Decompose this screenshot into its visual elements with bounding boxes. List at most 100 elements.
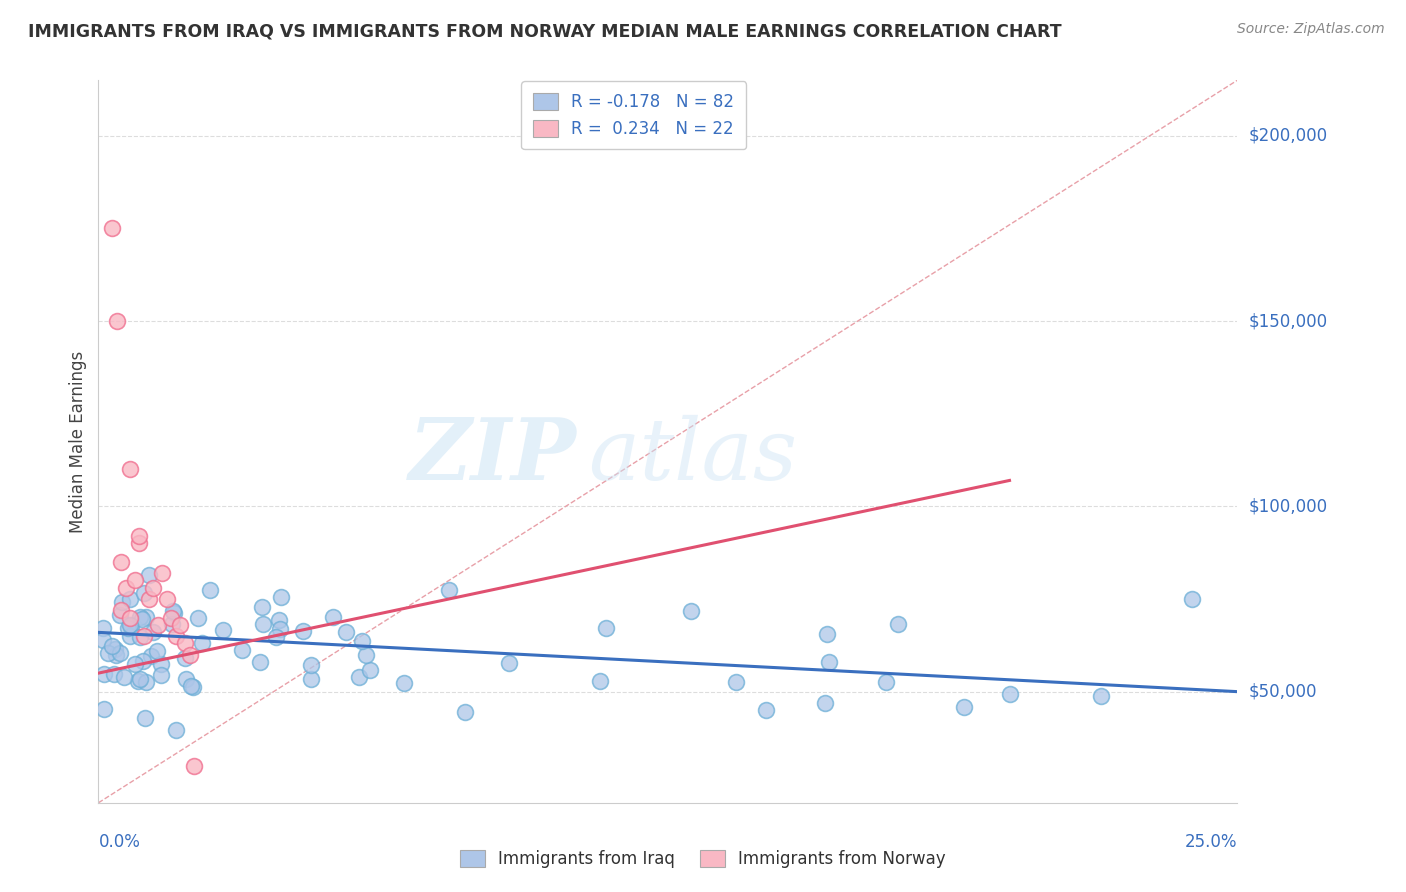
Point: [135, 610, 157, 624]
Point: [679, 604, 702, 618]
Point: [97, 647, 120, 661]
Point: [142, 581, 165, 595]
Point: [187, 611, 209, 625]
Text: $50,000: $50,000: [1249, 682, 1317, 700]
Point: [110, 555, 132, 569]
Point: [117, 621, 139, 635]
Point: [875, 675, 897, 690]
Point: [134, 586, 156, 600]
Legend: Immigrants from Iraq, Immigrants from Norway: Immigrants from Iraq, Immigrants from No…: [453, 843, 953, 875]
Point: [150, 566, 173, 580]
Point: [595, 621, 617, 635]
Point: [162, 604, 184, 618]
Point: [299, 672, 322, 686]
Text: ZIP: ZIP: [409, 414, 576, 498]
Point: [91, 633, 114, 648]
Point: [350, 634, 373, 648]
Point: [120, 628, 142, 642]
Point: [754, 703, 776, 717]
Point: [163, 606, 186, 620]
Point: [392, 676, 415, 690]
Point: [93, 667, 115, 681]
Point: [128, 536, 150, 550]
Point: [145, 643, 167, 657]
Point: [817, 655, 839, 669]
Point: [292, 624, 315, 638]
Point: [128, 610, 150, 624]
Point: [165, 723, 187, 737]
Point: [1090, 689, 1112, 703]
Point: [322, 609, 344, 624]
Point: [101, 639, 124, 653]
Legend: R = -0.178   N = 82, R =  0.234   N = 22: R = -0.178 N = 82, R = 0.234 N = 22: [522, 81, 747, 149]
Text: Source: ZipAtlas.com: Source: ZipAtlas.com: [1237, 22, 1385, 37]
Point: [93, 701, 115, 715]
Point: [118, 618, 141, 632]
Point: [198, 583, 221, 598]
Point: [454, 705, 477, 719]
Point: [160, 616, 183, 631]
Point: [264, 631, 287, 645]
Point: [437, 582, 460, 597]
Point: [180, 679, 202, 693]
Point: [146, 618, 169, 632]
Point: [156, 592, 179, 607]
Point: [886, 617, 908, 632]
Point: [267, 613, 290, 627]
Point: [120, 619, 142, 633]
Point: [134, 711, 156, 725]
Point: [129, 630, 152, 644]
Point: [142, 624, 165, 639]
Point: [998, 687, 1021, 701]
Point: [110, 603, 132, 617]
Point: [120, 610, 142, 624]
Y-axis label: Median Male Earnings: Median Male Earnings: [69, 351, 87, 533]
Text: atlas: atlas: [588, 415, 797, 498]
Point: [354, 648, 377, 662]
Point: [211, 623, 233, 637]
Point: [149, 667, 172, 681]
Point: [91, 621, 114, 635]
Point: [815, 627, 838, 641]
Point: [174, 636, 197, 650]
Point: [150, 657, 173, 671]
Point: [118, 592, 141, 607]
Point: [191, 635, 214, 649]
Point: [128, 529, 150, 543]
Point: [299, 658, 322, 673]
Point: [953, 700, 976, 714]
Text: IMMIGRANTS FROM IRAQ VS IMMIGRANTS FROM NORWAY MEDIAN MALE EARNINGS CORRELATION : IMMIGRANTS FROM IRAQ VS IMMIGRANTS FROM …: [28, 22, 1062, 40]
Point: [249, 655, 271, 669]
Point: [103, 666, 125, 681]
Point: [270, 590, 292, 604]
Point: [135, 675, 157, 690]
Point: [131, 612, 153, 626]
Point: [138, 592, 160, 607]
Point: [1181, 591, 1204, 606]
Point: [335, 624, 357, 639]
Point: [359, 663, 381, 677]
Point: [101, 221, 124, 235]
Point: [124, 574, 146, 588]
Point: [174, 672, 197, 686]
Point: [111, 595, 134, 609]
Text: $200,000: $200,000: [1249, 127, 1327, 145]
Point: [108, 607, 131, 622]
Point: [498, 656, 520, 670]
Point: [169, 618, 191, 632]
Point: [181, 680, 204, 694]
Point: [112, 670, 135, 684]
Point: [252, 599, 274, 614]
Point: [124, 657, 146, 671]
Text: $100,000: $100,000: [1249, 498, 1327, 516]
Point: [114, 581, 136, 595]
Point: [165, 629, 187, 643]
Point: [813, 696, 835, 710]
Point: [174, 650, 197, 665]
Point: [231, 643, 253, 657]
Point: [132, 654, 155, 668]
Text: 25.0%: 25.0%: [1185, 833, 1237, 851]
Point: [589, 673, 612, 688]
Point: [138, 567, 160, 582]
Point: [725, 674, 748, 689]
